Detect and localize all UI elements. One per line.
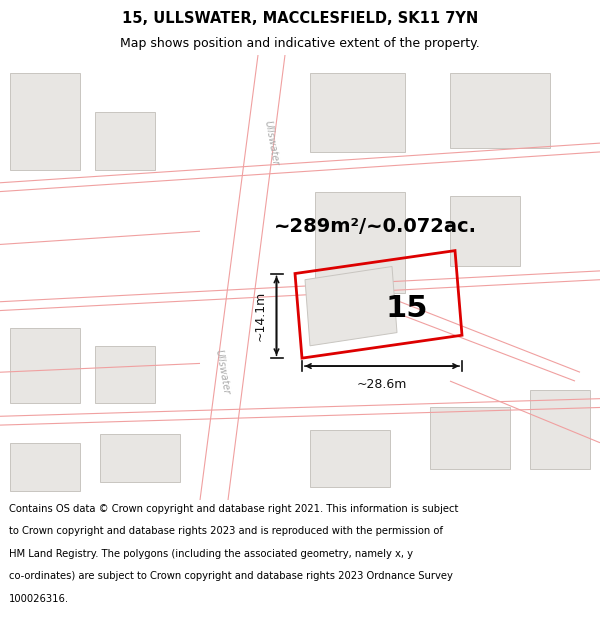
Bar (310, 72, 405, 152)
Bar (95, 112, 155, 169)
Bar (10, 442, 80, 491)
Bar (450, 196, 520, 266)
Bar (530, 390, 590, 469)
Text: Ullswater: Ullswater (213, 349, 231, 396)
Text: 100026316.: 100026316. (9, 594, 69, 604)
Bar (10, 328, 80, 403)
Text: ~14.1m: ~14.1m (254, 291, 266, 341)
Text: ~28.6m: ~28.6m (357, 378, 407, 391)
Text: to Crown copyright and database rights 2023 and is reproduced with the permissio: to Crown copyright and database rights 2… (9, 526, 443, 536)
Bar (430, 408, 510, 469)
Text: co-ordinates) are subject to Crown copyright and database rights 2023 Ordnance S: co-ordinates) are subject to Crown copyr… (9, 571, 453, 581)
Text: 15: 15 (385, 294, 428, 323)
Bar (10, 72, 80, 169)
Bar (95, 346, 155, 403)
Text: Contains OS data © Crown copyright and database right 2021. This information is : Contains OS data © Crown copyright and d… (9, 504, 458, 514)
Text: 15, ULLSWATER, MACCLESFIELD, SK11 7YN: 15, ULLSWATER, MACCLESFIELD, SK11 7YN (122, 11, 478, 26)
Bar (315, 192, 405, 293)
Text: Ullswater: Ullswater (262, 120, 280, 166)
Bar (310, 429, 390, 487)
Bar (450, 72, 550, 148)
Text: ~289m²/~0.072ac.: ~289m²/~0.072ac. (274, 217, 476, 236)
Bar (100, 434, 180, 482)
Text: HM Land Registry. The polygons (including the associated geometry, namely x, y: HM Land Registry. The polygons (includin… (9, 549, 413, 559)
Polygon shape (305, 266, 397, 346)
Text: Map shows position and indicative extent of the property.: Map shows position and indicative extent… (120, 38, 480, 51)
